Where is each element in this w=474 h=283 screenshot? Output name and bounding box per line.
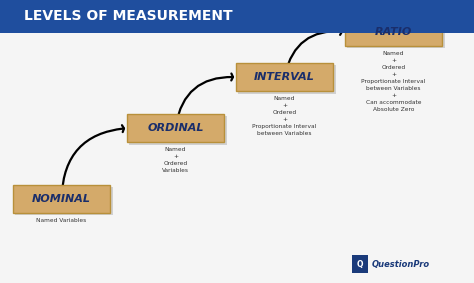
FancyBboxPatch shape xyxy=(238,65,336,94)
Text: ORDINAL: ORDINAL xyxy=(147,123,204,133)
Text: Q: Q xyxy=(356,260,363,269)
Text: RATIO: RATIO xyxy=(375,27,412,37)
FancyBboxPatch shape xyxy=(13,185,110,213)
Text: Named
+
Ordered
+
Proportionate Interval
between Variables: Named + Ordered + Proportionate Interval… xyxy=(252,96,317,136)
FancyBboxPatch shape xyxy=(352,255,368,273)
Text: INTERVAL: INTERVAL xyxy=(254,72,315,82)
Text: Named
+
Ordered
Variables: Named + Ordered Variables xyxy=(162,147,189,173)
FancyBboxPatch shape xyxy=(236,63,333,91)
Text: NOMINAL: NOMINAL xyxy=(32,194,91,204)
FancyBboxPatch shape xyxy=(15,187,113,215)
Text: Named Variables: Named Variables xyxy=(36,218,87,223)
Text: LEVELS OF MEASUREMENT: LEVELS OF MEASUREMENT xyxy=(24,9,232,23)
FancyBboxPatch shape xyxy=(347,20,445,48)
FancyBboxPatch shape xyxy=(0,0,474,33)
FancyBboxPatch shape xyxy=(345,18,442,46)
Text: QuestionPro: QuestionPro xyxy=(372,260,430,269)
Text: Named
+
Ordered
+
Proportionate Interval
between Variables
+
Can accommodate
Abs: Named + Ordered + Proportionate Interval… xyxy=(361,51,426,112)
FancyBboxPatch shape xyxy=(127,114,224,142)
FancyBboxPatch shape xyxy=(129,116,227,145)
